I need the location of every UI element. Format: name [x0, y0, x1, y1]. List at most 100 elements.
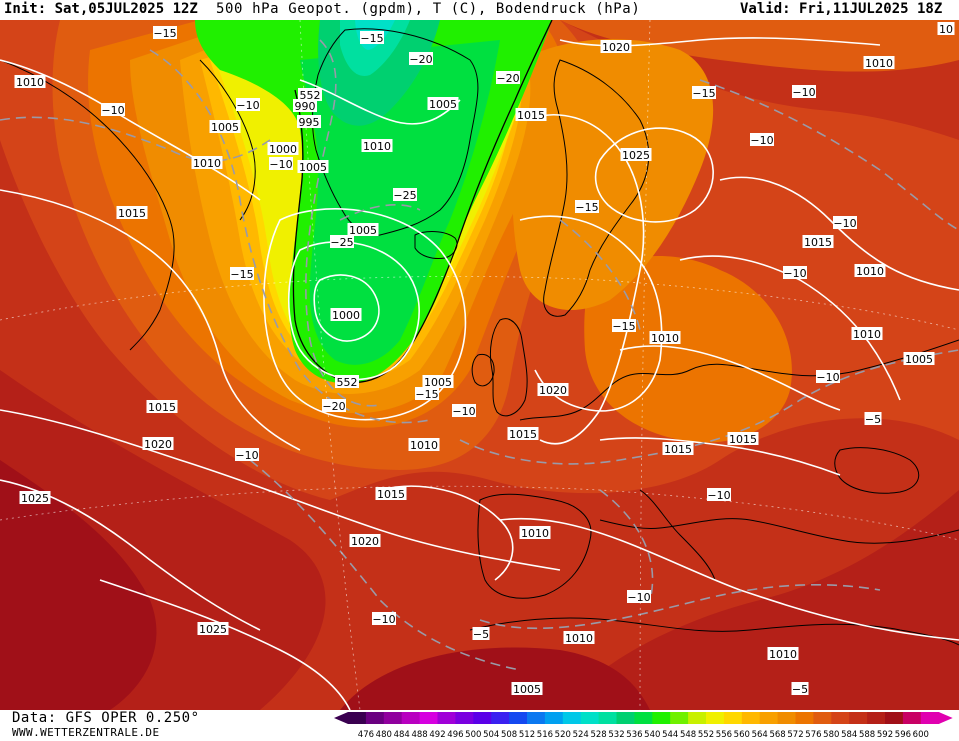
scale-tick-label: 524 [573, 730, 589, 740]
temperature-label: −10 [372, 612, 396, 626]
scale-tick-label: 484 [394, 730, 410, 740]
isobar-1020-europe [519, 215, 663, 412]
scale-swatch [509, 712, 528, 724]
pressure-label-box [142, 437, 174, 450]
pressure-label-box [191, 156, 223, 169]
temperature-label: −20 [496, 71, 520, 85]
pressure-label-box [563, 631, 595, 644]
pressure-label-text: 1005 [513, 683, 541, 696]
weather-map: 1010 1005 1010 1015 1020 1010 1005 1010 1005 1000… [0, 20, 959, 710]
temperature-label: −10 [750, 133, 774, 147]
temperature-label-box [750, 133, 774, 146]
pressure-label-text: 1010 [193, 157, 221, 170]
scale-tick-label: 528 [590, 730, 606, 740]
isobar-1015-scand [529, 114, 645, 445]
pressure-label-text: 1000 [269, 143, 297, 156]
pressure-label: 1020 [142, 437, 174, 451]
pressure-label-text: 1015 [517, 109, 545, 122]
pressure-label-text: 1020 [539, 384, 567, 397]
pressure-label-text: 1025 [622, 149, 650, 162]
pressure-label-text: 1010 [410, 439, 438, 452]
pressure-label: 1010 [854, 264, 886, 278]
scale-tick-label: 512 [519, 730, 535, 740]
temperature-label-box [496, 71, 520, 84]
band-568-scand [512, 39, 714, 310]
temperature-label: −5 [472, 627, 490, 641]
temperature-label-box [816, 370, 840, 383]
scale-swatch [831, 712, 850, 724]
isobar-1015-west [0, 189, 301, 451]
pressure-label-text: 1005 [905, 353, 933, 366]
pressure-label-box [802, 235, 834, 248]
temperature-label-text: −10 [235, 449, 258, 462]
scale-tick-label: 568 [769, 730, 785, 740]
scale-tick-label: 476 [358, 730, 374, 740]
isotherm-minus10-south [249, 459, 521, 671]
valid-time: Valid: Fri,11JUL2025 18Z [740, 1, 943, 17]
isotherm-minus15-euro [559, 219, 641, 331]
pressure-label: 1010 [408, 438, 440, 452]
pressure-label-box [209, 120, 241, 133]
pressure-label-box [662, 442, 694, 455]
africa-coast [469, 617, 959, 646]
pressure-label: 1010 [563, 631, 595, 645]
scale-swatch [544, 712, 564, 724]
pressure-label-box [408, 438, 440, 451]
scale-tick-label: 552 [698, 730, 714, 740]
pressure-label: 990 [293, 99, 317, 113]
pressure-label-text: 1015 [729, 433, 757, 446]
scale-swatch [401, 712, 421, 724]
scale-tick-label: 564 [752, 730, 768, 740]
pressure-label: 1025 [19, 491, 51, 505]
pressure-label-text: 1020 [351, 535, 379, 548]
scale-tick-label: 532 [608, 730, 624, 740]
pressure-label: 1025 [197, 622, 229, 636]
isotherm-minus10-west [0, 116, 271, 162]
scale-swatch [562, 712, 582, 724]
pressure-label-box [297, 160, 329, 173]
temperature-label-text: −10 [833, 217, 856, 230]
pressure-label-box [375, 487, 407, 500]
temperature-label-box [791, 682, 809, 695]
pressure-label-text: 1015 [377, 488, 405, 501]
isobar-1020-atl [0, 409, 561, 571]
pressure-label-box [515, 108, 547, 121]
geopotential-label-box [298, 88, 322, 101]
ireland-coast [471, 353, 495, 387]
temperature-label: −5 [864, 412, 882, 426]
temperature-label: −10 [235, 448, 259, 462]
scale-tick-label: 596 [895, 730, 911, 740]
pressure-label: 1005 [427, 97, 459, 111]
scale-swatch [491, 712, 510, 724]
scale-swatch [455, 712, 474, 724]
scale-swatch [652, 712, 671, 724]
grid-meridian-2 [639, 20, 651, 710]
pressure-label-text: 10 [939, 23, 953, 36]
init-time: Init: Sat,05JUL2025 12Z [4, 1, 198, 17]
pressure-label-text: 990 [295, 100, 316, 113]
scale-swatch [867, 712, 886, 724]
map-footer: Data: GFS OPER 0.250° WWW.WETTERZENTRALE… [0, 710, 959, 741]
temperature-label-box [692, 86, 716, 99]
isobar-1005-low [288, 241, 420, 381]
geopotential-label-text: 552 [300, 89, 321, 102]
scale-swatch [598, 712, 617, 724]
geopotential-label: 552 [335, 375, 359, 389]
pressure-label: 1020 [349, 534, 381, 548]
grid-meridian-1 [299, 20, 361, 710]
scale-swatch [580, 712, 600, 724]
isobar-1025-south [99, 579, 351, 710]
temperature-label-text: −10 [707, 489, 730, 502]
isobar-1000-low [313, 274, 380, 342]
pressure-label: 1015 [802, 235, 834, 249]
temperature-label-box [230, 267, 254, 280]
isotherm-minus10-east [699, 79, 959, 231]
scale-swatch [437, 712, 456, 724]
temperature-label-box [409, 52, 433, 65]
pressure-label: 1010 [361, 139, 393, 153]
temperature-label: −15 [692, 86, 716, 100]
scale-tick-label: 580 [823, 730, 839, 740]
isobar-1005-north [299, 79, 461, 125]
temperature-label: −25 [393, 188, 417, 202]
temperature-label-box [153, 26, 177, 39]
